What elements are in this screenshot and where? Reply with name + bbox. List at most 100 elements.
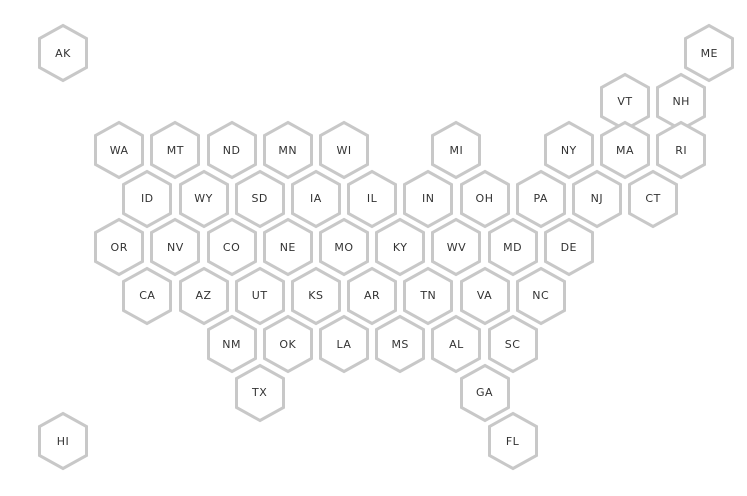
- state-hex-ut[interactable]: UT: [234, 266, 285, 325]
- state-hex-ms[interactable]: MS: [375, 314, 426, 374]
- state-hex-tx[interactable]: TX: [234, 363, 285, 422]
- state-label: MO: [334, 240, 354, 254]
- hexagon-shape: [94, 217, 145, 277]
- state-hex-ga[interactable]: GA: [459, 363, 510, 422]
- state-hex-ct[interactable]: CT: [628, 169, 679, 228]
- state-hex-mn[interactable]: MN: [262, 120, 313, 180]
- state-hex-va[interactable]: VA: [459, 266, 510, 325]
- state-hex-ak[interactable]: AK: [38, 23, 88, 83]
- hexagon-shape: [262, 217, 313, 277]
- state-label: PA: [533, 192, 548, 205]
- state-hex-mt[interactable]: MT: [150, 120, 201, 180]
- hexagon-shape: [543, 217, 594, 277]
- state-hex-la[interactable]: LA: [319, 314, 369, 374]
- state-label: MD: [503, 240, 523, 254]
- hexagon-shape: [319, 120, 369, 180]
- state-hex-nv[interactable]: NV: [150, 217, 201, 277]
- state-label: NC: [532, 289, 550, 302]
- state-label: TX: [252, 386, 268, 399]
- state-hex-al[interactable]: AL: [431, 314, 482, 374]
- state-label: OH: [475, 192, 494, 205]
- state-hex-hi[interactable]: HI: [38, 411, 88, 471]
- state-label: UT: [251, 289, 268, 302]
- state-label: WY: [194, 192, 213, 205]
- state-label: IA: [310, 192, 322, 205]
- state-hex-mi[interactable]: MI: [431, 120, 482, 180]
- hexagon-shape: [403, 169, 454, 228]
- hexagon-shape: [515, 169, 566, 228]
- state-label: ND: [222, 143, 241, 157]
- hexagon-shape: [178, 266, 229, 325]
- state-hex-wv[interactable]: WV: [431, 217, 482, 277]
- state-hex-tn[interactable]: TN: [403, 266, 454, 325]
- state-hex-ca[interactable]: CA: [122, 266, 173, 325]
- hexagon-shape: [178, 169, 229, 228]
- state-hex-in[interactable]: IN: [403, 169, 454, 228]
- state-label: MT: [166, 143, 184, 157]
- state-hex-sc[interactable]: SC: [487, 314, 538, 374]
- state-hex-wa[interactable]: WA: [94, 120, 145, 180]
- hexagon-shape: [262, 120, 313, 180]
- state-hex-de[interactable]: DE: [543, 217, 594, 277]
- state-hex-md[interactable]: MD: [487, 217, 538, 277]
- state-hex-ky[interactable]: KY: [375, 217, 426, 277]
- state-hex-ia[interactable]: IA: [290, 169, 341, 228]
- state-label: SD: [251, 192, 268, 205]
- state-hex-ar[interactable]: AR: [347, 266, 398, 325]
- state-hex-nd[interactable]: ND: [206, 120, 257, 180]
- state-label: AL: [449, 337, 464, 351]
- state-label: MI: [449, 143, 464, 157]
- state-hex-or[interactable]: OR: [94, 217, 145, 277]
- state-hex-vt[interactable]: VT: [600, 72, 650, 131]
- hexagon-shape: [234, 266, 285, 325]
- hexagon-shape: [94, 120, 145, 180]
- state-hex-fl[interactable]: FL: [487, 411, 538, 471]
- state-hex-oh[interactable]: OH: [459, 169, 510, 228]
- state-label: NM: [222, 337, 241, 351]
- state-label: OK: [279, 337, 297, 351]
- state-label: MS: [391, 337, 409, 351]
- hexagon-shape: [487, 314, 538, 374]
- hexagon-shape: [262, 314, 313, 374]
- hexagon-shape: [431, 120, 482, 180]
- hexagon-shape: [459, 363, 510, 422]
- state-hex-co[interactable]: CO: [206, 217, 257, 277]
- state-label: AR: [364, 289, 381, 302]
- state-hex-pa[interactable]: PA: [515, 169, 566, 228]
- state-label: VA: [476, 289, 493, 302]
- hexagon-shape: [122, 169, 173, 228]
- state-hex-az[interactable]: AZ: [178, 266, 229, 325]
- state-label: TN: [420, 289, 437, 302]
- hexagon-shape: [150, 217, 201, 277]
- state-hex-sd[interactable]: SD: [234, 169, 285, 228]
- state-hex-id[interactable]: ID: [122, 169, 173, 228]
- state-hex-ks[interactable]: KS: [290, 266, 341, 325]
- hexagon-shape: [656, 120, 707, 180]
- state-label: WA: [109, 143, 129, 157]
- state-hex-mo[interactable]: MO: [319, 217, 369, 277]
- hexagon-shape: [150, 120, 201, 180]
- hexagon-shape: [628, 169, 679, 228]
- hexagon-shape: [319, 314, 369, 374]
- state-label: AK: [55, 46, 71, 60]
- state-hex-ok[interactable]: OK: [262, 314, 313, 374]
- state-label: CO: [222, 240, 241, 254]
- state-hex-ny[interactable]: NY: [543, 120, 594, 180]
- hexagon-shape: [431, 217, 482, 277]
- state-hex-wi[interactable]: WI: [319, 120, 369, 180]
- state-hex-ri[interactable]: RI: [656, 120, 707, 180]
- state-label: DE: [560, 240, 577, 254]
- state-hex-me[interactable]: ME: [684, 23, 735, 83]
- state-hex-nj[interactable]: NJ: [571, 169, 622, 228]
- hexagon-shape: [515, 266, 566, 325]
- hexagon-shape: [206, 217, 257, 277]
- state-hex-il[interactable]: IL: [347, 169, 398, 228]
- state-label: LA: [336, 337, 352, 351]
- state-hex-nm[interactable]: NM: [206, 314, 257, 374]
- state-hex-wy[interactable]: WY: [178, 169, 229, 228]
- state-hex-ma[interactable]: MA: [600, 120, 650, 180]
- state-label: NE: [279, 240, 296, 254]
- state-hex-nc[interactable]: NC: [515, 266, 566, 325]
- state-label: VT: [617, 95, 633, 108]
- state-hex-ne[interactable]: NE: [262, 217, 313, 277]
